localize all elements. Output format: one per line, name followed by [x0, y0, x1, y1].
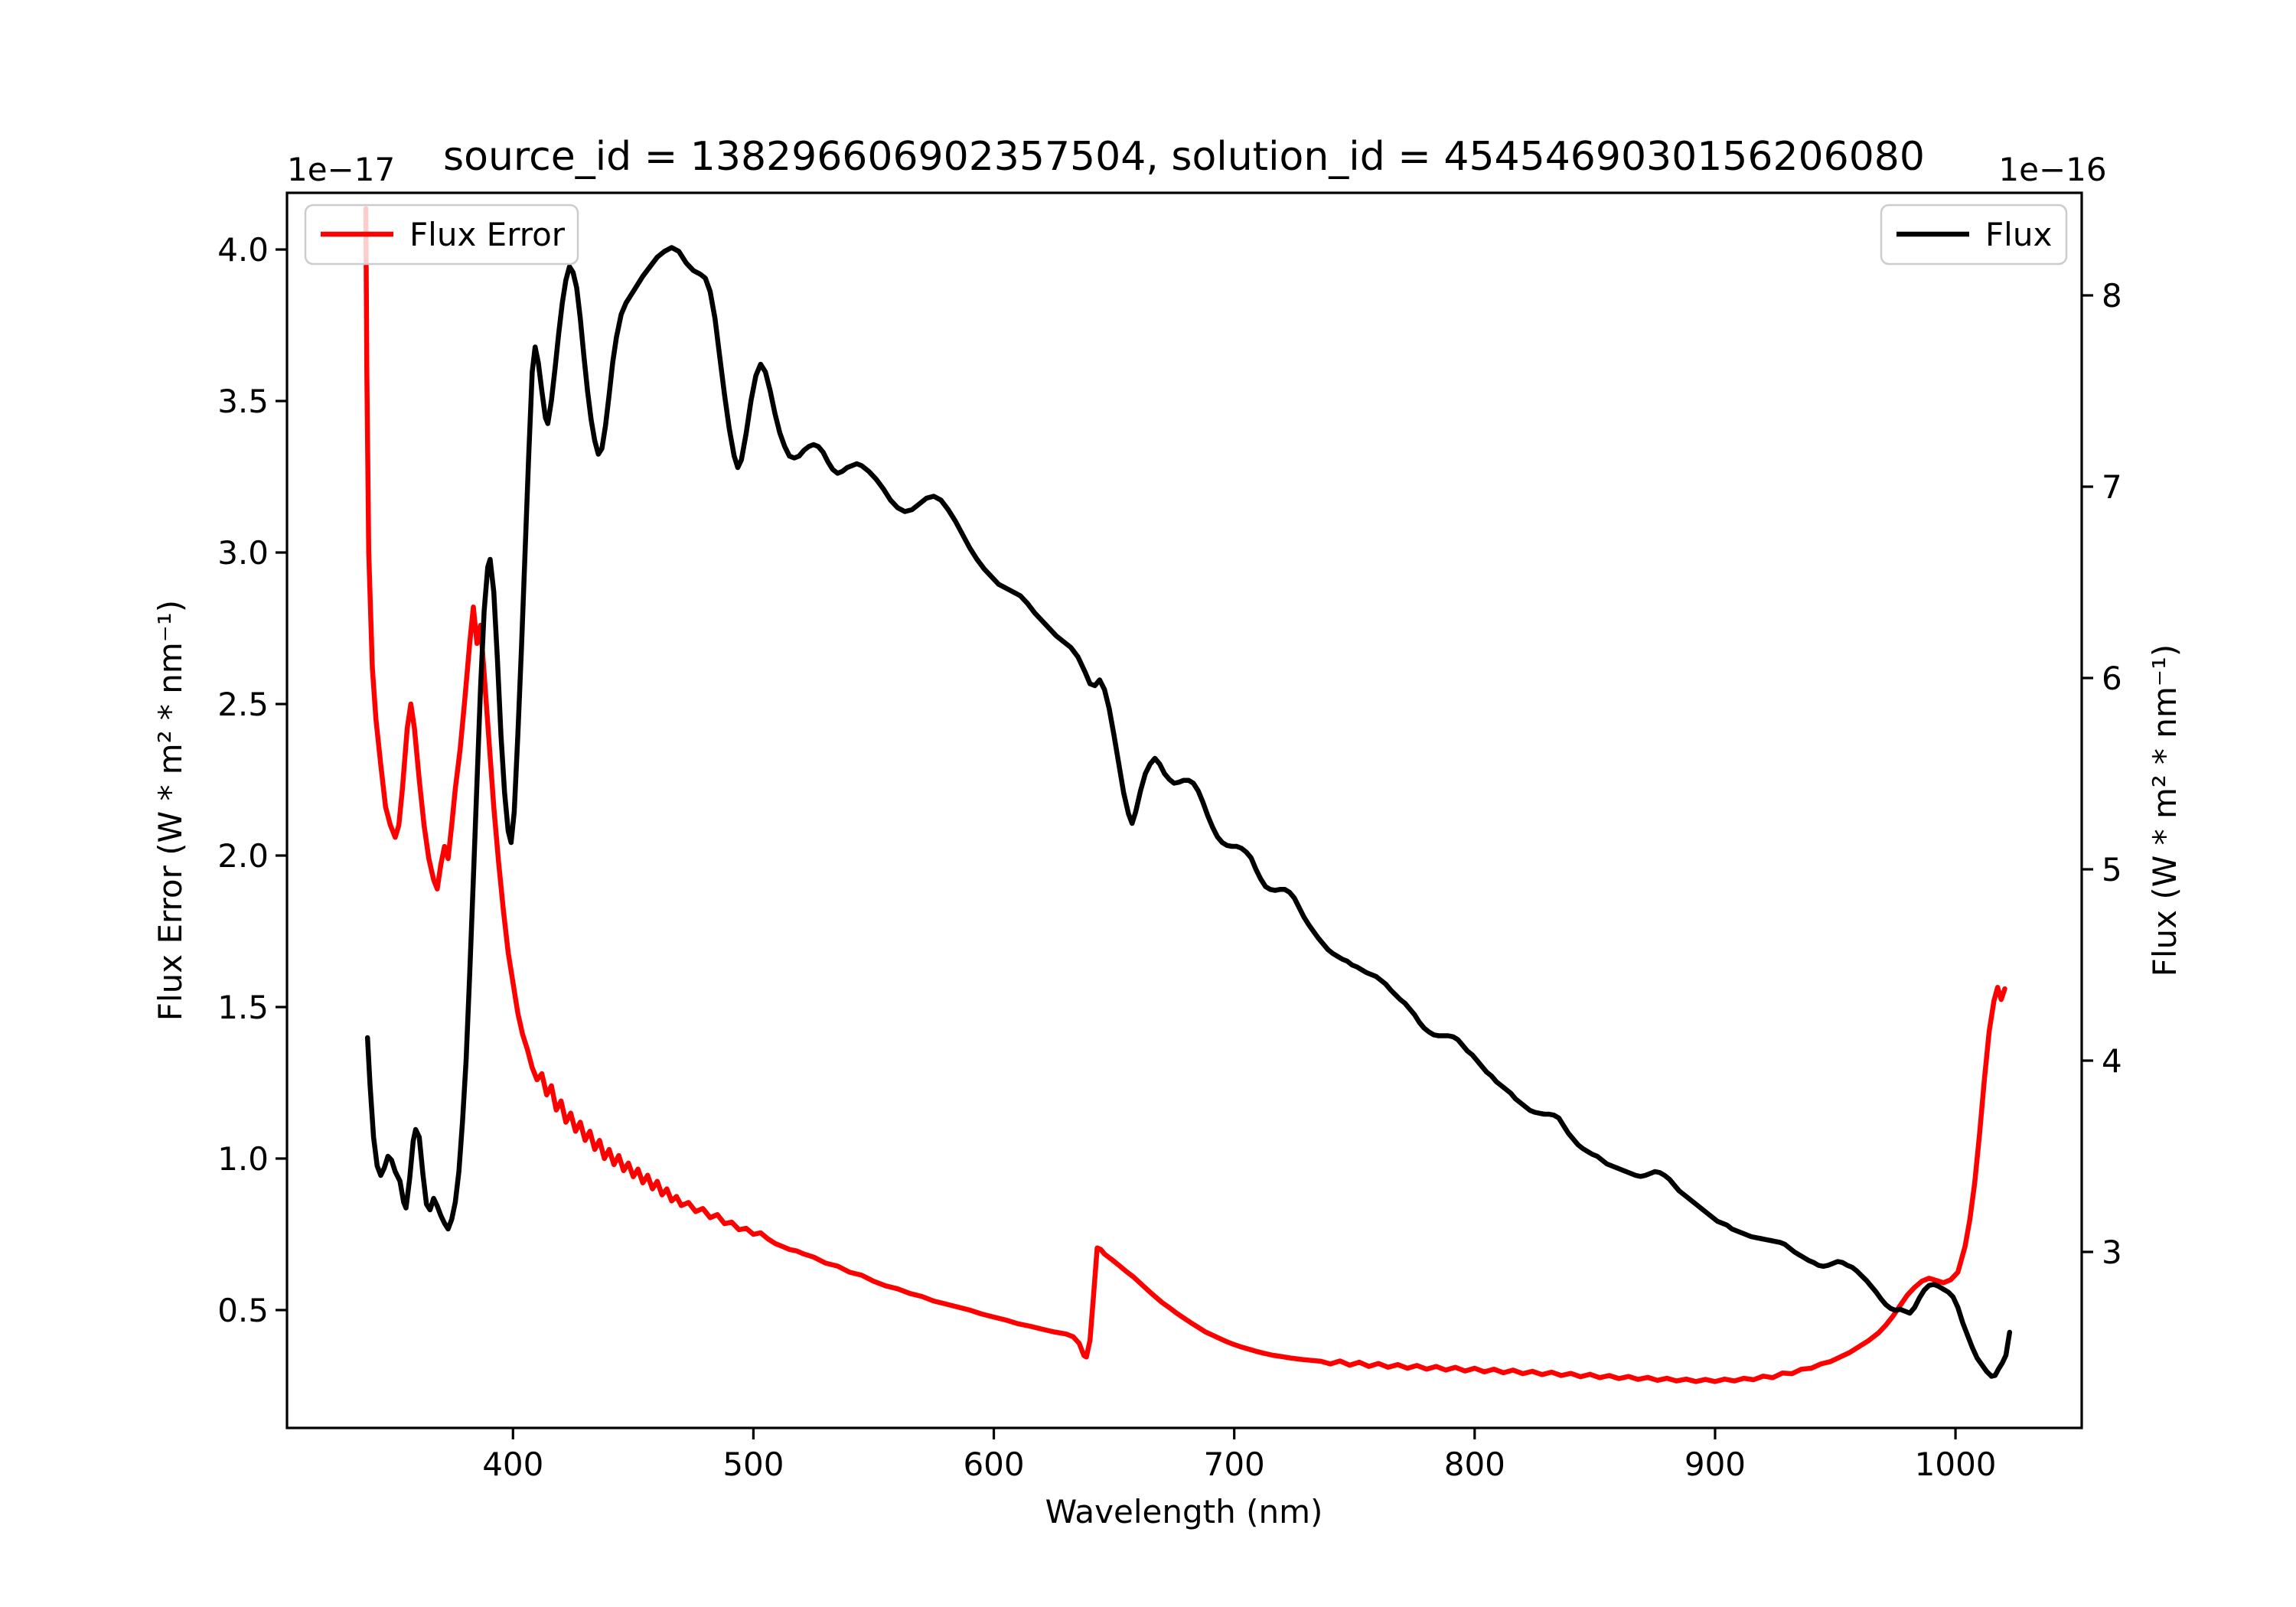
curves-layer	[363, 206, 2013, 1384]
right-tick-label: 5	[2102, 851, 2122, 888]
left-tick-label: 3.0	[217, 534, 269, 572]
right-tick-label: 4	[2102, 1042, 2122, 1080]
right-axis-label: Flux (W * m² * nm⁻¹)	[2146, 644, 2183, 977]
x-tick-label: 500	[722, 1446, 784, 1483]
left-axis-offset-label: 1e−17	[287, 151, 395, 188]
x-tick-label: 700	[1204, 1446, 1265, 1483]
left-tick-label: 2.0	[217, 837, 269, 875]
x-tick-label: 800	[1444, 1446, 1505, 1483]
left-tick-label: 2.5	[217, 686, 269, 723]
left-tick-label: 4.0	[217, 231, 269, 269]
left-axis-label: Flux Error (W * m² * nm⁻¹)	[152, 600, 189, 1021]
legend-flux-label: Flux	[1985, 216, 2052, 253]
x-tick-label: 900	[1684, 1446, 1746, 1483]
flux-error-curve	[363, 206, 2007, 1384]
right-axis-ticks: 3 4 5 6 7 8	[2082, 277, 2122, 1271]
flux-curve	[364, 245, 2013, 1379]
left-tick-label: 0.5	[217, 1292, 269, 1329]
right-tick-label: 7	[2102, 468, 2122, 506]
x-axis-label: Wavelength (nm)	[1045, 1493, 1323, 1530]
left-tick-label: 3.5	[217, 383, 269, 420]
plot-frame	[285, 191, 2083, 1429]
x-tick-label: 400	[482, 1446, 543, 1483]
left-tick-label: 1.5	[217, 989, 269, 1026]
legend-flux: Flux	[1880, 204, 2068, 266]
x-tick-label: 600	[963, 1446, 1024, 1483]
legend-flux-error: Flux Error	[304, 204, 579, 266]
x-tick-label: 1000	[1915, 1446, 1997, 1483]
right-tick-label: 6	[2102, 660, 2122, 697]
chart-title: source_id = 138296606902357504, solution…	[443, 134, 1925, 180]
right-tick-label: 3	[2102, 1234, 2122, 1271]
right-axis-offset-label: 1e−16	[1998, 151, 2106, 188]
legend-flux-box	[1880, 204, 2068, 266]
left-axis-ticks: 0.5 1.0 1.5 2.0 2.5 3.0 3.5 4.0	[217, 231, 287, 1329]
legend-flux-error-label: Flux Error	[409, 216, 566, 253]
left-tick-label: 1.0	[217, 1140, 269, 1178]
legend-flux-error-box	[304, 204, 579, 266]
x-axis-ticks: 400 500 600 700 800 900 1000	[482, 1428, 1997, 1483]
right-tick-label: 8	[2102, 277, 2122, 315]
